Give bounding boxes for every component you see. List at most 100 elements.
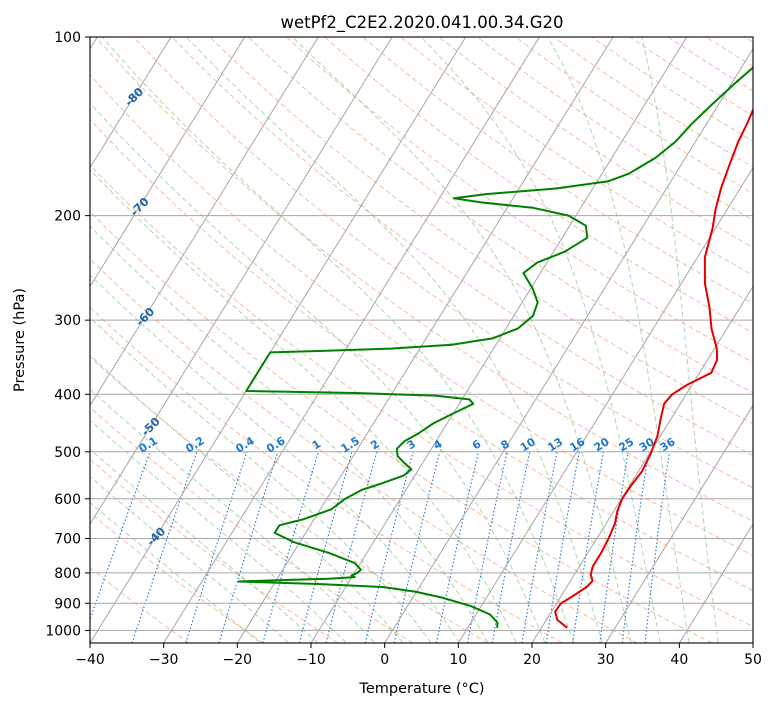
isotherm [310, 37, 688, 643]
y-tick-label: 300 [54, 313, 81, 329]
isotherm [531, 285, 753, 643]
mixing-ratio-line [599, 451, 629, 643]
moist-adiabat [101, 37, 574, 643]
mixing-ratio-line [521, 451, 558, 643]
isotherm [384, 47, 753, 643]
isotherms [90, 37, 753, 643]
moist-adiabat [90, 448, 318, 643]
x-tick-label: −40 [75, 652, 105, 668]
y-tick-label: 600 [54, 492, 81, 508]
dry-adiabat [362, 37, 753, 305]
moist-adiabat [546, 37, 690, 643]
dry-adiabat [90, 164, 753, 628]
isotherm [90, 37, 319, 407]
moist-adiabat [90, 501, 260, 643]
mixing-ratio-line [545, 451, 580, 643]
isotherm [605, 404, 753, 643]
y-tick-label: 100 [54, 30, 81, 46]
temperature-line [554, 107, 753, 629]
isotherm [90, 37, 246, 288]
y-tick-label: 1000 [45, 623, 81, 639]
x-axis: −40 −30 −20 −10 0 10 20 30 40 50 [75, 643, 762, 668]
chart-title: wetPf2_C2E2.2020.041.00.34.G20 [280, 13, 563, 33]
y-axis-title: Pressure (hPa) [12, 288, 28, 392]
dry-adiabat [90, 458, 339, 643]
x-tick-label: −30 [149, 652, 179, 668]
mixing-ratio-line [218, 451, 279, 643]
x-tick-label: 30 [597, 652, 615, 668]
x-tick-label: 50 [744, 652, 762, 668]
dry-adiabat [552, 37, 753, 168]
moist-adiabat [420, 37, 661, 643]
isotherm-label: -60 [133, 304, 158, 329]
mixing-ratio-label: 1.5 [339, 434, 362, 455]
dry-adiabat [90, 512, 264, 643]
y-tick-label: 700 [54, 532, 81, 548]
dry-adiabat [171, 37, 753, 457]
profile-lines [237, 66, 753, 629]
dry-adiabat [667, 37, 753, 92]
isotherm [90, 37, 393, 526]
mixing-ratio-label: 0.2 [183, 434, 206, 455]
isobars [90, 37, 753, 631]
moist-adiabats [90, 37, 719, 643]
dry-adiabat [90, 406, 414, 643]
mixing-ratio-line [90, 451, 151, 622]
y-axis: 100 200 300 400 500 600 700 800 900 1000 [45, 30, 90, 639]
x-tick-label: 0 [380, 652, 389, 668]
y-tick-label: 800 [54, 566, 81, 582]
mixing-ratio-line [435, 451, 480, 643]
mixing-ratio-line [621, 451, 650, 643]
dry-adiabat [438, 37, 753, 249]
dry-adiabat [90, 210, 712, 643]
moist-adiabat [291, 37, 632, 643]
x-tick-label: −20 [223, 652, 253, 668]
moist-adiabat [641, 37, 719, 643]
dry-adiabat [90, 118, 753, 592]
mixing-ratio-label: 8 [499, 437, 512, 452]
x-tick-label: 10 [449, 652, 467, 668]
isotherm [457, 166, 753, 643]
moist-adiabat [90, 388, 375, 643]
dry-adiabat [90, 73, 753, 557]
dewpoint-line [237, 66, 753, 628]
mixing-ratio-label: 4 [431, 437, 445, 452]
moist-adiabat [90, 102, 546, 643]
y-tick-label: 500 [54, 445, 81, 461]
moist-adiabat [90, 316, 432, 643]
mixing-ratio-line [393, 451, 441, 643]
isotherm [236, 37, 614, 643]
y-tick-label: 900 [54, 596, 81, 612]
moist-adiabat [90, 354, 404, 643]
dry-adiabat [90, 306, 563, 643]
mixing-ratio-line [572, 451, 605, 643]
mixing-ratio-line [298, 451, 353, 643]
moist-adiabat [90, 274, 460, 643]
y-tick-label: 200 [54, 209, 81, 225]
dry-adiabat [285, 37, 753, 363]
moist-adiabat [185, 37, 603, 643]
mixing-ratio-lines [90, 451, 671, 643]
mixing-ratio-line [644, 451, 671, 643]
x-axis-title: Temperature (°C) [358, 681, 484, 697]
dry-adiabat [323, 37, 753, 334]
plot-area: -80-70-60-50-40 0.1 0.2 0.4 0.6 1 1.5 2 3 4 6 8 10 1… [90, 24, 775, 643]
isotherm [752, 642, 753, 643]
mixing-ratio-line [131, 451, 198, 643]
plot-frame [89, 36, 754, 644]
dry-adiabat [209, 37, 753, 425]
isotherm-label: -40 [144, 524, 169, 549]
x-tick-label: 40 [670, 652, 688, 668]
moist-adiabat [90, 475, 289, 643]
isotherm-labels: -80-70-60-50-40 [122, 85, 169, 549]
dry-adiabat [90, 567, 190, 643]
mixing-ratio-label: 2 [368, 437, 381, 452]
isotherm [90, 37, 172, 169]
dry-adiabat [133, 37, 753, 489]
dry-adiabat [761, 24, 775, 643]
mixing-ratio-line [325, 451, 378, 643]
dry-adiabat [400, 37, 753, 276]
isotherm [678, 523, 753, 643]
moist-adiabat [90, 169, 517, 643]
